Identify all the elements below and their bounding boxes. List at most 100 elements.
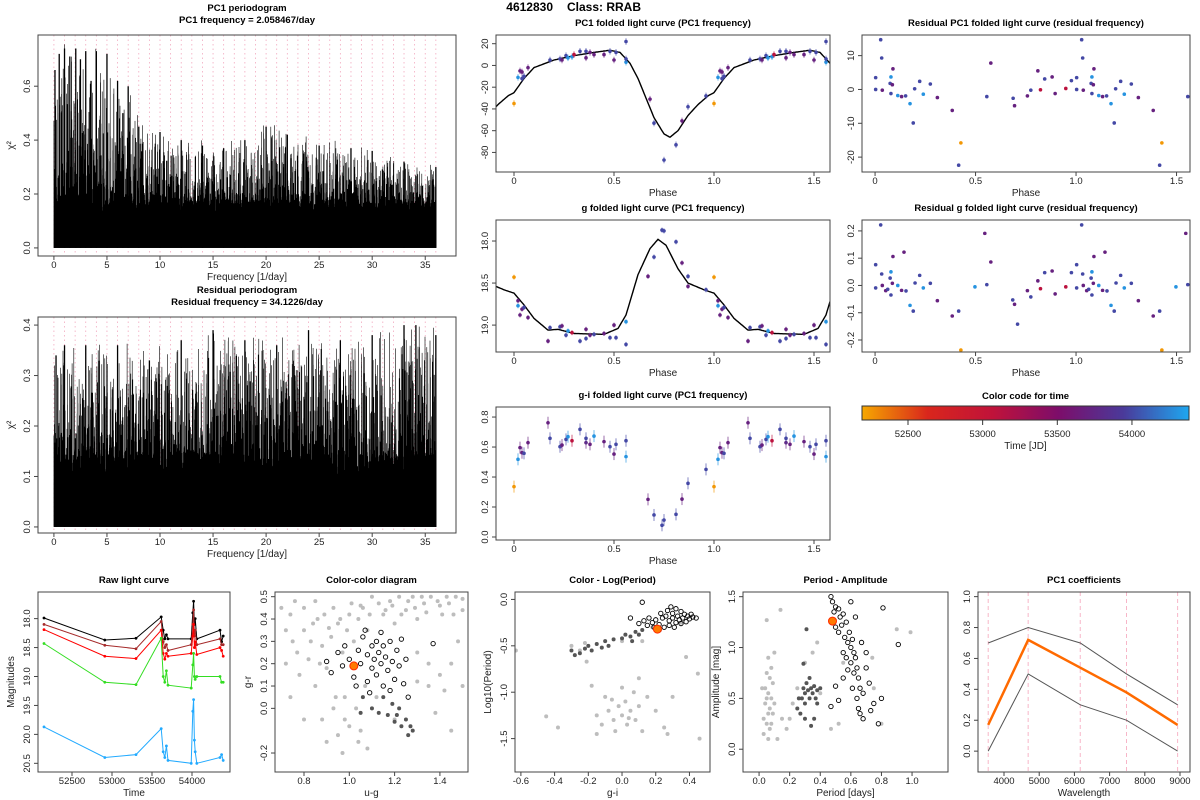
data-point [878, 37, 883, 42]
scatter-point [766, 691, 771, 696]
data-point [560, 443, 564, 447]
x-tick-label: 0 [872, 356, 877, 367]
data-point [873, 87, 878, 92]
x-tick-label: -0.4 [546, 776, 562, 787]
y-axis-label: Magnitudes [6, 656, 17, 708]
y-tick-label: -0.5 [499, 638, 510, 654]
scatter-point [787, 716, 792, 721]
data-point [624, 39, 628, 44]
data-point [928, 82, 933, 86]
scatter-circle [860, 716, 866, 722]
series-point [165, 651, 168, 655]
scatter-point [633, 629, 638, 634]
scatter-point [766, 737, 771, 742]
scatter-point [358, 710, 363, 715]
data-point [526, 440, 530, 445]
colorbar-tick-label: 52500 [895, 429, 921, 440]
scatter-point [392, 719, 397, 724]
scatter-point [626, 716, 631, 721]
x-tick-label: 1.5 [807, 356, 820, 367]
x-tick-label: 20 [261, 260, 272, 271]
scatter-circle [849, 636, 856, 643]
data-point [873, 286, 878, 290]
scatter-point [769, 721, 774, 726]
scatter-circle [380, 643, 386, 649]
scatter-point [636, 676, 641, 681]
series-point [42, 623, 46, 626]
y-tick-label: 18.0 [480, 232, 491, 251]
scatter-point [322, 612, 327, 617]
scatter-circle [845, 639, 851, 646]
scatter-point [761, 716, 766, 721]
plot-area [873, 37, 1190, 168]
data-point [1136, 95, 1141, 100]
series-point [193, 738, 196, 742]
data-point [1185, 94, 1190, 99]
data-point [614, 442, 618, 447]
scatter-point [828, 726, 833, 731]
scatter-point [347, 724, 352, 729]
scatter-point [620, 639, 625, 644]
scatter-point [802, 701, 807, 706]
plot-area [496, 227, 830, 347]
scatter-point [670, 694, 675, 699]
chart-title: Residual g folded light curve (residual … [914, 203, 1137, 214]
x-tick-label: 35 [420, 260, 431, 271]
data-point [646, 274, 650, 279]
data-point [1025, 288, 1030, 293]
data-point [652, 255, 656, 259]
data-point [1118, 79, 1123, 84]
scatter-circle [857, 685, 863, 691]
y-tick-label: 0.2 [846, 224, 857, 237]
data-point [1113, 86, 1118, 91]
chart-title: PC1 periodogram [207, 3, 286, 14]
scatter-circle [863, 649, 869, 656]
data-point [921, 286, 926, 290]
data-point [1151, 108, 1156, 113]
scatter-point [406, 733, 411, 738]
scatter-point [767, 726, 772, 731]
data-point [720, 70, 724, 74]
scatter-point [440, 612, 445, 617]
scatter-circle [376, 649, 382, 656]
scatter-circle [854, 695, 860, 702]
scatter-circle [669, 615, 676, 621]
data-point [879, 272, 884, 276]
data-point [908, 303, 912, 308]
series-point [218, 675, 222, 678]
scatter-circle [639, 599, 645, 605]
series-point [163, 680, 167, 684]
data-point [890, 281, 895, 286]
x-tick-label: 5 [104, 537, 109, 548]
scatter-circle [398, 636, 405, 642]
scatter-circle [871, 700, 877, 707]
scatter-circle [840, 675, 846, 681]
scatter-circle [837, 614, 843, 620]
scatter-point [812, 716, 817, 721]
scatter-point [297, 672, 302, 677]
series-point [103, 638, 107, 642]
scatter-circle [649, 619, 656, 626]
x-tick-label: 9000 [1169, 776, 1190, 787]
scatter-point [326, 625, 331, 630]
series-point [161, 675, 165, 678]
y-tick-label: 1.0 [962, 590, 973, 603]
data-point [624, 454, 628, 459]
scatter-circle [382, 654, 389, 660]
data-point [512, 484, 516, 489]
y-tick-label: 0.4 [480, 470, 491, 483]
y-tick-label: 0.5 [259, 590, 270, 603]
scatter-circle [669, 610, 676, 616]
data-point [1081, 283, 1086, 288]
data-point [1174, 285, 1178, 289]
x-tick-label: 0.5 [607, 544, 620, 555]
data-point [1069, 270, 1074, 275]
scatter-point [795, 706, 800, 711]
data-point [584, 336, 588, 341]
data-point [912, 86, 917, 91]
y-tick-label: 0.0 [846, 279, 857, 292]
scatter-point [813, 696, 818, 701]
data-point [1160, 141, 1164, 145]
scatter-circle [848, 644, 854, 651]
panel-8: Color-color diagram 0.8 1.0 1.2 1.4 -0.2 0.0 0.… [243, 575, 469, 799]
